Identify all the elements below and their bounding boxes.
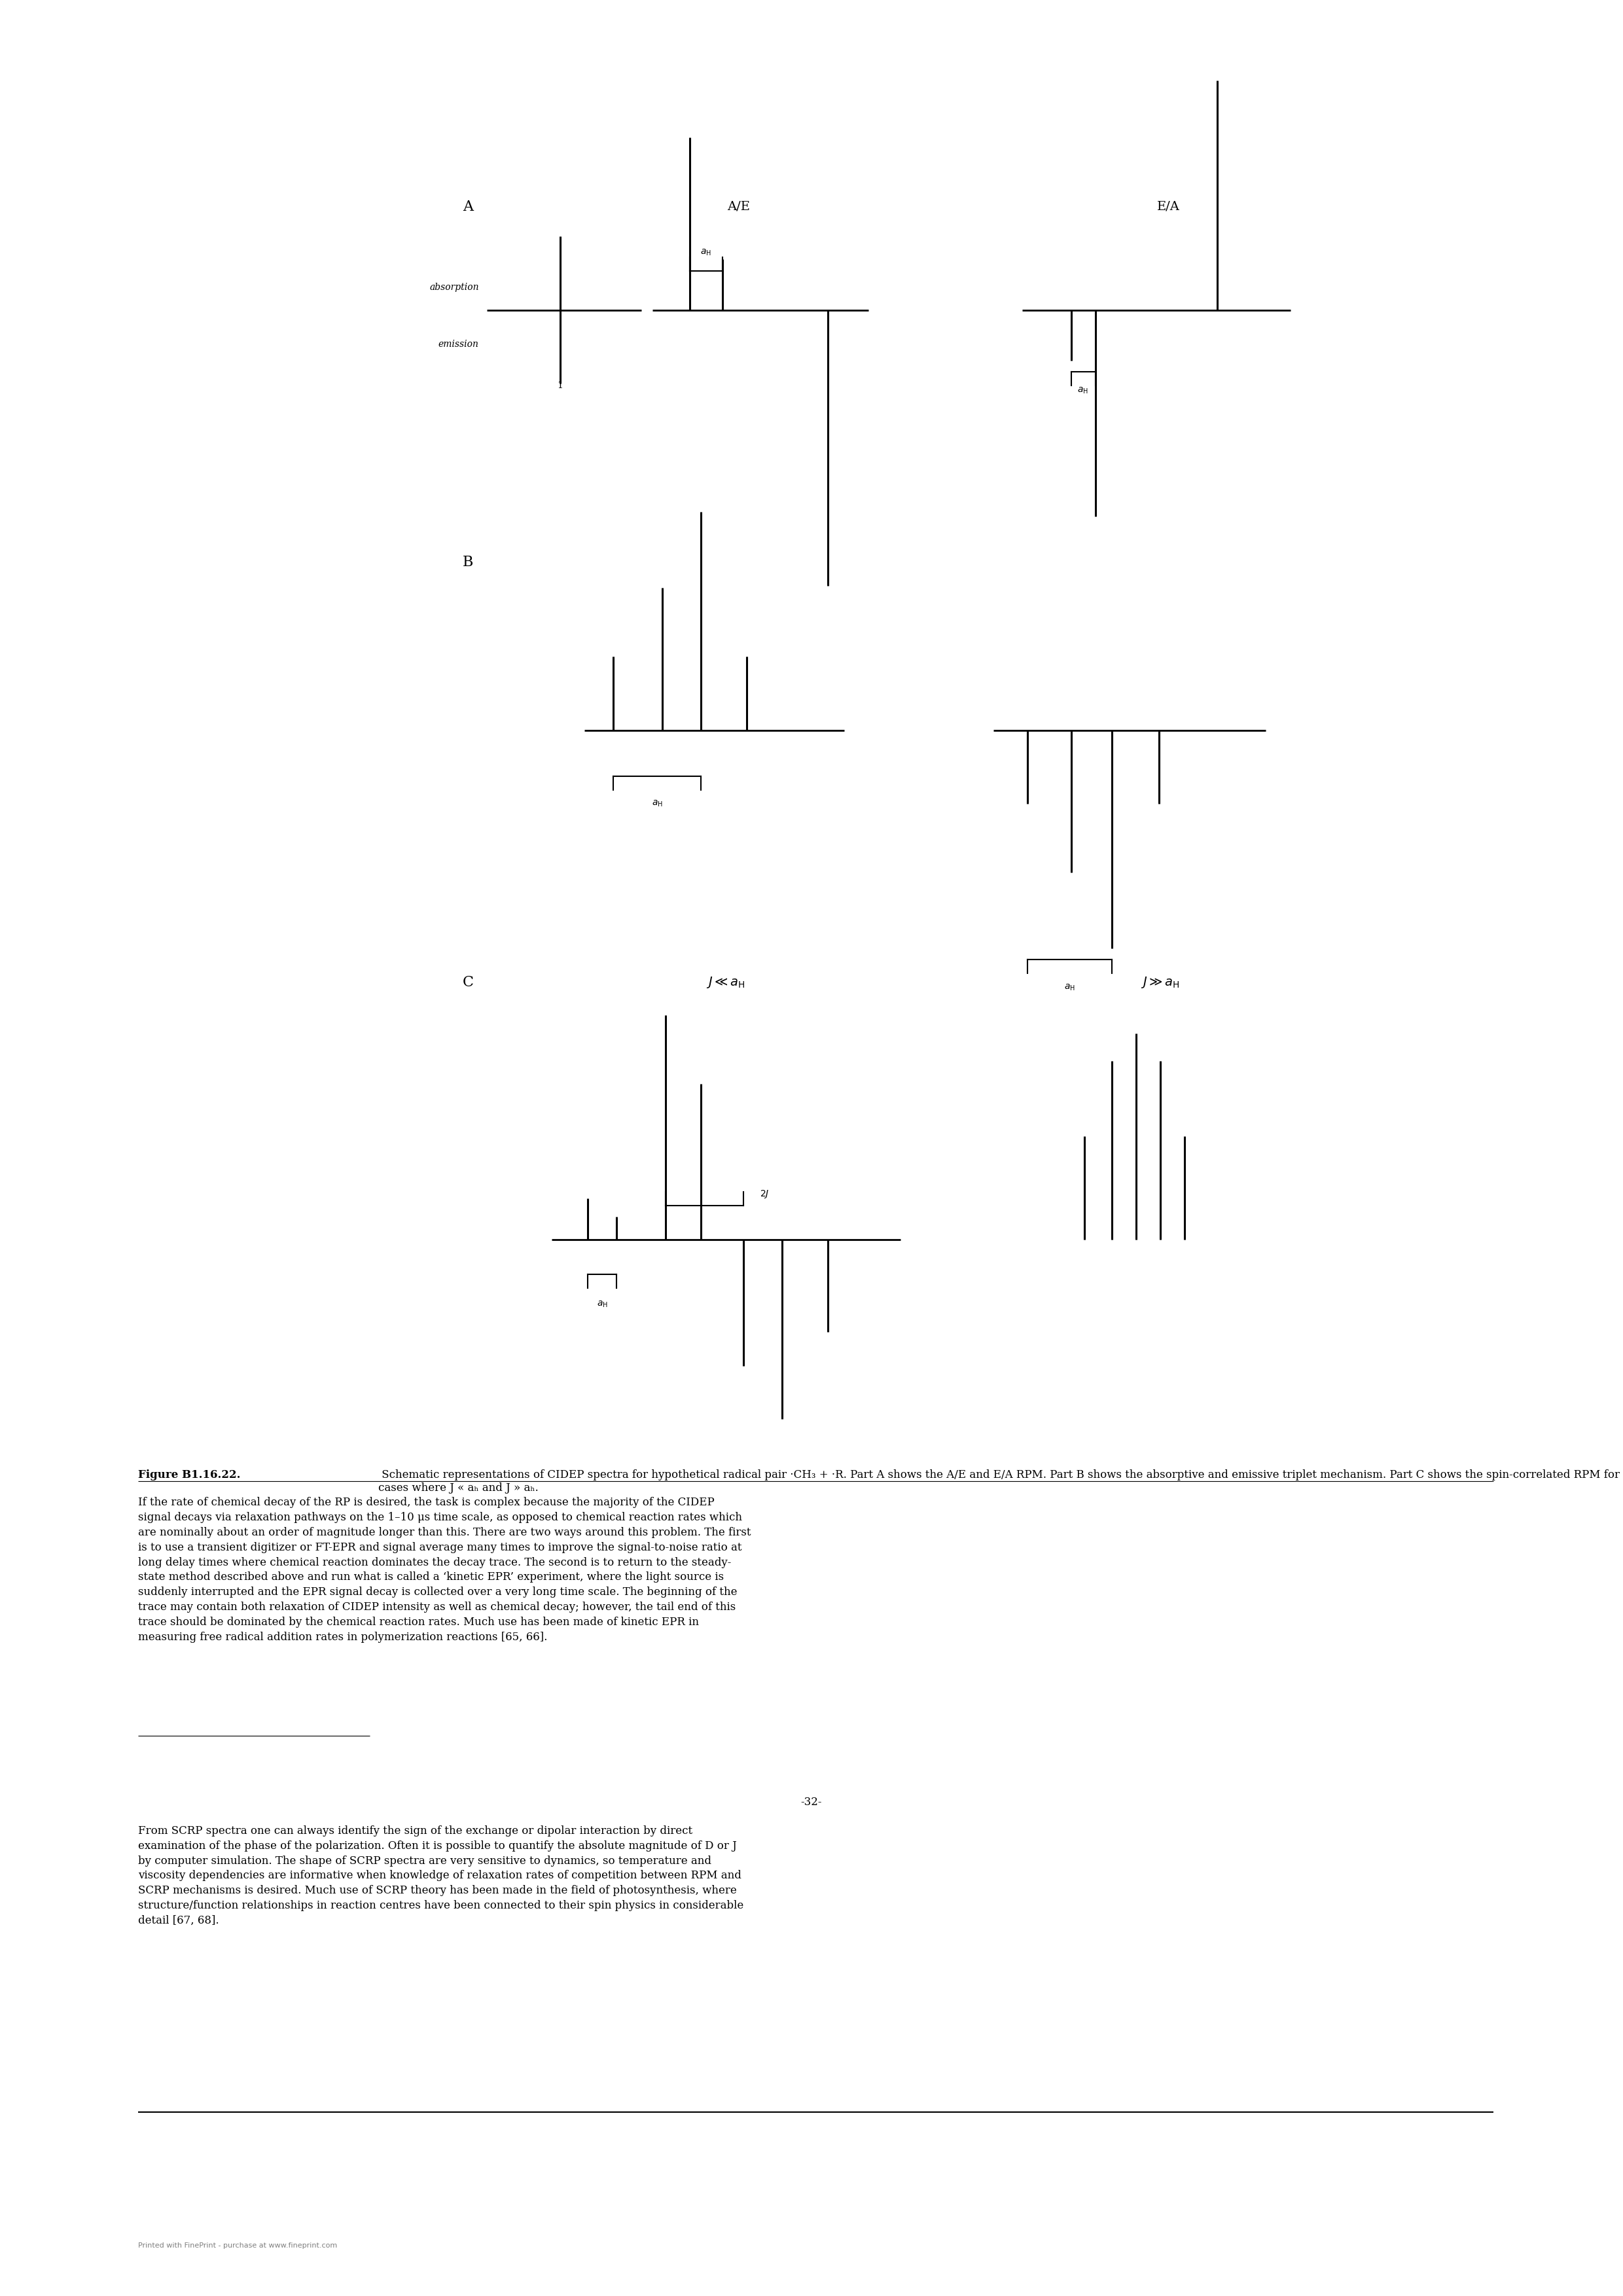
Text: A/E: A/E [727, 200, 750, 214]
Text: Figure B1.16.22.: Figure B1.16.22. [138, 1469, 240, 1481]
Text: $a_{\mathrm{H}}$: $a_{\mathrm{H}}$ [1078, 386, 1087, 395]
Text: $a_{\mathrm{H}}$: $a_{\mathrm{H}}$ [597, 1300, 607, 1309]
Text: $J \gg a_{\mathrm{H}}$: $J \gg a_{\mathrm{H}}$ [1141, 976, 1180, 990]
Text: If the rate of chemical decay of the RP is desired, the task is complex because : If the rate of chemical decay of the RP … [138, 1497, 751, 1642]
Text: -32-: -32- [800, 1798, 823, 1807]
Text: $a_{\mathrm{H}}$: $a_{\mathrm{H}}$ [652, 799, 662, 808]
Text: $a_{\mathrm{H}}$: $a_{\mathrm{H}}$ [701, 248, 711, 257]
Text: Printed with FinePrint - purchase at www.fineprint.com: Printed with FinePrint - purchase at www… [138, 2243, 338, 2248]
Text: $a_{\mathrm{H}}$: $a_{\mathrm{H}}$ [1065, 983, 1074, 992]
Text: C: C [463, 976, 474, 990]
Text: absorption: absorption [430, 282, 479, 292]
Text: A: A [463, 200, 472, 214]
Text: B: B [463, 556, 474, 569]
Text: 1: 1 [557, 381, 563, 390]
Text: $J \ll a_{\mathrm{H}}$: $J \ll a_{\mathrm{H}}$ [706, 976, 745, 990]
Text: E/A: E/A [1157, 200, 1180, 214]
Text: $2J$: $2J$ [760, 1189, 769, 1199]
Text: From SCRP spectra one can always identify the sign of the exchange or dipolar in: From SCRP spectra one can always identif… [138, 1825, 743, 1926]
Text: emission: emission [438, 340, 479, 349]
Text: Schematic representations of CIDEP spectra for hypothetical radical pair ·CH₃ + : Schematic representations of CIDEP spect… [378, 1469, 1620, 1492]
